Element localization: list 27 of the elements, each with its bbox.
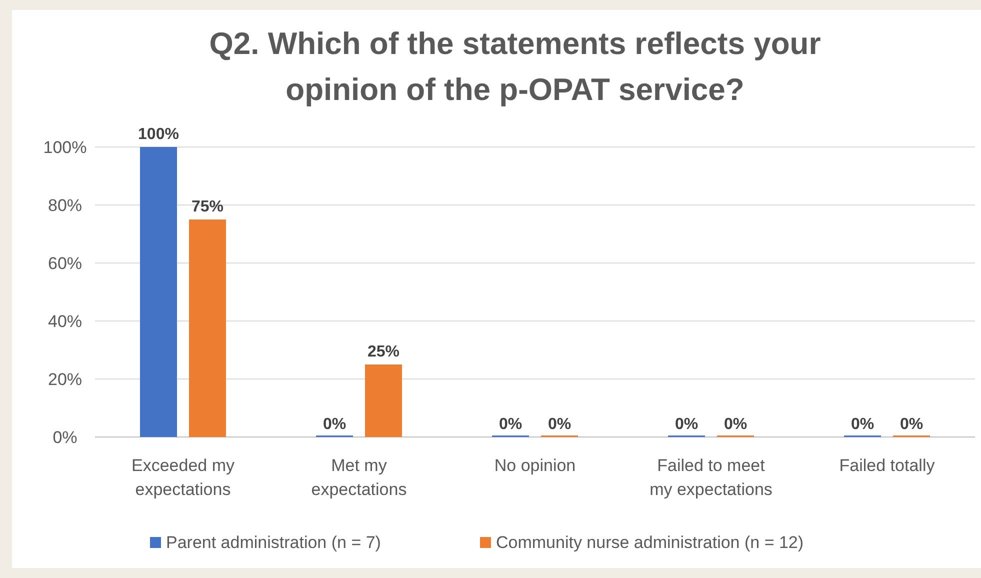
data-label: 0%: [850, 416, 874, 433]
data-label: 0%: [900, 416, 924, 433]
bar: [140, 147, 177, 437]
data-label: 75%: [191, 198, 224, 216]
y-tick-label: 60%: [48, 254, 82, 273]
chart-title: Q2. Which of the statements reflects your opinion of the p-OPAT service?: [209, 26, 821, 107]
y-tick-label: 0%: [52, 428, 78, 447]
y-tick-label: 40%: [48, 312, 82, 331]
data-label: 0%: [724, 416, 748, 433]
bar: [365, 364, 402, 437]
y-tick-label: 80%: [48, 196, 82, 215]
x-tick-label: Exceeded my expectations: [132, 456, 235, 499]
legend-label: Parent administration (n = 7): [166, 533, 381, 552]
data-label: 0%: [498, 416, 522, 433]
y-tick-label: 100%: [43, 138, 87, 157]
x-tick-label: Met my expectations: [311, 456, 407, 499]
data-label: 0%: [674, 416, 698, 433]
data-label: 0%: [548, 416, 572, 433]
data-label: 25%: [367, 344, 400, 360]
x-tick-label: Failed to meet my expectations: [650, 456, 772, 499]
x-tick-label: No opinion: [494, 456, 576, 475]
bar: [189, 220, 226, 437]
y-tick-label: 20%: [48, 370, 82, 389]
data-label: 0%: [322, 416, 346, 433]
legend-label: Community nurse administration (n = 12): [496, 533, 804, 552]
data-label: 100%: [138, 126, 179, 143]
x-tick-label: Failed totally: [839, 456, 936, 475]
